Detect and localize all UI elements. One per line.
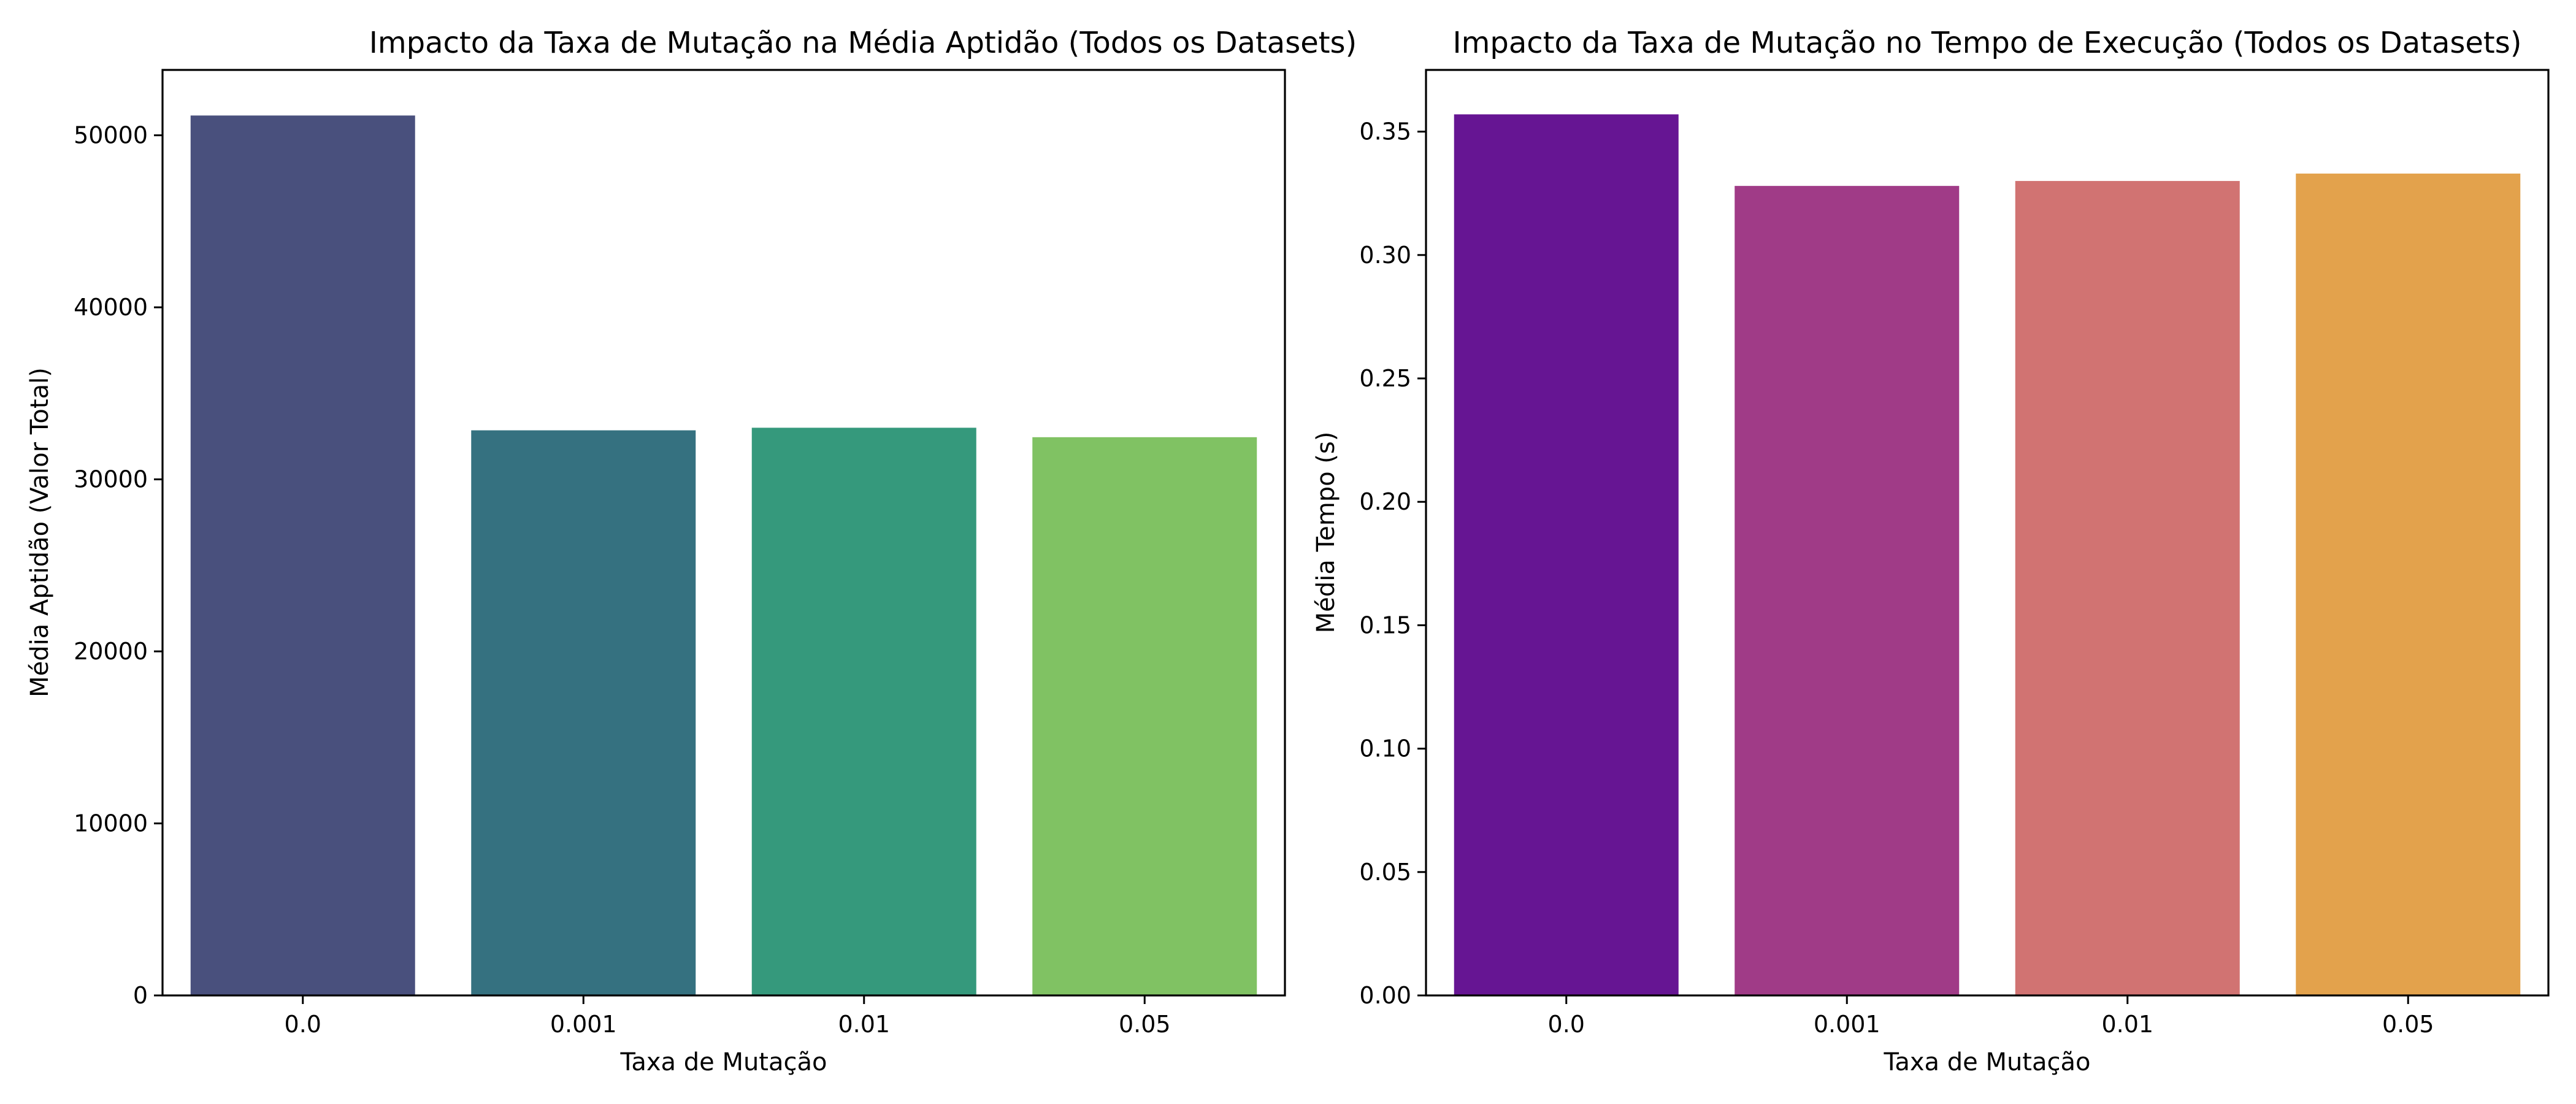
tempo-bar-0 bbox=[1454, 114, 1679, 995]
aptidao-chart-title: Impacto da Taxa de Mutação na Média Apti… bbox=[369, 26, 1357, 60]
tempo-x-ticks: 0.0 0.001 0.01 0.05 bbox=[1548, 995, 2434, 1038]
tempo-x-tick-label-3: 0.05 bbox=[2382, 1011, 2434, 1038]
aptidao-y-tick-label-0: 0 bbox=[133, 982, 148, 1009]
tempo-plot-frame bbox=[1425, 69, 2550, 997]
aptidao-x-tick-label-1: 0.001 bbox=[550, 1011, 617, 1038]
tempo-y-ticks: 0.00 0.05 0.10 0.15 0.20 0.25 0.30 0.35 bbox=[1359, 118, 1426, 1009]
aptidao-x-tick-label-0: 0.0 bbox=[285, 1011, 321, 1038]
tempo-bar-3 bbox=[2296, 174, 2521, 995]
tempo-y-tick-label-3: 0.15 bbox=[1359, 611, 1411, 638]
tempo-chart-title: Impacto da Taxa de Mutação no Tempo de E… bbox=[1453, 26, 2522, 60]
aptidao-y-tick-label-2: 20000 bbox=[74, 638, 148, 665]
tempo-x-tick-label-1: 0.001 bbox=[1814, 1011, 1880, 1038]
aptidao-bar-0 bbox=[190, 115, 415, 995]
aptidao-y-tick-label-3: 30000 bbox=[74, 466, 148, 493]
aptidao-x-axis-label: Taxa de Mutação bbox=[620, 1048, 827, 1076]
tempo-x-tick-label-2: 0.01 bbox=[2101, 1011, 2153, 1038]
aptidao-chart: Impacto da Taxa de Mutação na Média Apti… bbox=[26, 26, 1357, 1076]
aptidao-plot-frame bbox=[161, 69, 1286, 997]
tempo-chart: Impacto da Taxa de Mutação no Tempo de E… bbox=[1312, 26, 2550, 1076]
tempo-bar-1 bbox=[1735, 186, 1960, 996]
tempo-y-axis-label: Média Tempo (s) bbox=[1312, 432, 1340, 634]
tempo-y-tick-label-4: 0.20 bbox=[1359, 488, 1411, 515]
aptidao-bar-2 bbox=[751, 427, 976, 995]
aptidao-bar-3 bbox=[1032, 437, 1257, 995]
aptidao-bars bbox=[190, 115, 1257, 995]
aptidao-x-ticks: 0.0 0.001 0.01 0.05 bbox=[285, 995, 1171, 1038]
aptidao-y-tick-label-4: 40000 bbox=[74, 294, 148, 321]
aptidao-y-ticks: 0 10000 20000 30000 40000 50000 bbox=[74, 122, 163, 1009]
tempo-y-tick-label-1: 0.05 bbox=[1359, 859, 1411, 886]
aptidao-y-tick-label-5: 50000 bbox=[74, 122, 148, 149]
tempo-x-axis-label: Taxa de Mutação bbox=[1884, 1048, 2091, 1076]
tempo-x-tick-label-0: 0.0 bbox=[1548, 1011, 1585, 1038]
aptidao-x-tick-label-3: 0.05 bbox=[1119, 1011, 1171, 1038]
tempo-y-tick-label-6: 0.30 bbox=[1359, 242, 1411, 269]
tempo-y-tick-label-7: 0.35 bbox=[1359, 118, 1411, 145]
tempo-bar-2 bbox=[2015, 181, 2240, 996]
tempo-y-tick-label-5: 0.25 bbox=[1359, 365, 1411, 392]
aptidao-x-tick-label-2: 0.01 bbox=[838, 1011, 890, 1038]
tempo-y-tick-label-2: 0.10 bbox=[1359, 735, 1411, 762]
aptidao-y-tick-label-1: 10000 bbox=[74, 810, 148, 837]
aptidao-bar-1 bbox=[471, 430, 696, 995]
tempo-bars bbox=[1454, 114, 2521, 996]
aptidao-y-axis-label: Média Aptidão (Valor Total) bbox=[26, 367, 54, 697]
tempo-y-tick-label-0: 0.00 bbox=[1359, 982, 1411, 1009]
